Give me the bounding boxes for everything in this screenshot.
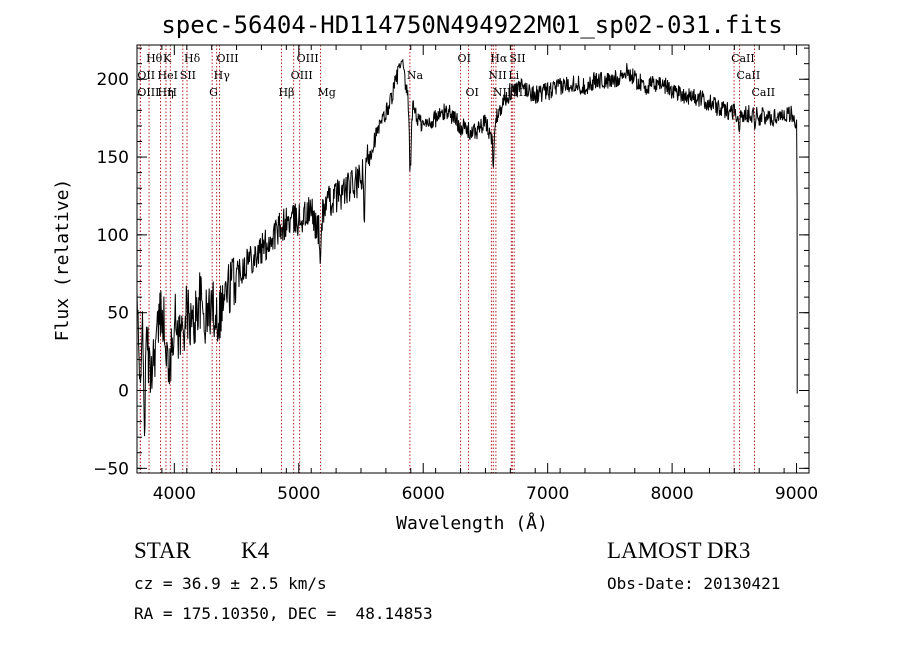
line-label-12: OIII	[297, 52, 319, 65]
survey-name: LAMOST DR3	[607, 538, 751, 563]
y-tick-label-0: 0	[118, 382, 129, 402]
line-label-26: CaII	[737, 69, 761, 82]
line-label-9: OIII	[217, 52, 239, 65]
line-label-7: SII	[180, 69, 196, 82]
line-label-17: OI	[458, 52, 471, 65]
line-label-10: Hγ	[214, 69, 231, 82]
line-label-20: NII	[488, 69, 506, 82]
y-tick-label-100: 100	[97, 226, 129, 246]
y-tick-label--50: −50	[93, 459, 129, 479]
line-label-1: OII	[137, 69, 155, 82]
line-label-21: NII	[493, 86, 511, 99]
line-label-23: Li	[508, 69, 519, 82]
line-label-15: Mg	[318, 86, 336, 99]
line-label-11: G	[209, 86, 218, 99]
object-type: STAR	[134, 538, 191, 563]
x-tick-label-6000: 6000	[402, 484, 445, 504]
line-label-0: Hθ	[146, 52, 163, 65]
line-label-4: K	[163, 52, 172, 65]
line-label-14: Hβ	[278, 86, 294, 99]
redshift-value: cz = 36.9 ± 2.5 km/s	[134, 574, 327, 593]
line-label-13: OIII	[291, 69, 313, 82]
y-tick-label-50: 50	[107, 304, 129, 324]
x-tick-label-5000: 5000	[277, 484, 320, 504]
coordinates: RA = 175.10350, DEC = 48.14853	[134, 604, 433, 623]
line-label-3: Hη	[158, 86, 174, 99]
line-label-2: OIII	[137, 86, 159, 99]
x-tick-label-7000: 7000	[526, 484, 569, 504]
plot-frame	[136, 44, 810, 474]
line-label-19: Hα	[490, 52, 508, 65]
y-tick-label-150: 150	[97, 148, 129, 168]
line-label-25: CaII	[731, 52, 755, 65]
x-axis-label: Wavelength (Å)	[396, 512, 548, 534]
line-label-22: SII	[509, 52, 525, 65]
observation-date: Obs-Date: 20130421	[607, 574, 781, 593]
y-axis-label: Flux (relative)	[52, 179, 73, 342]
x-tick-label-4000: 4000	[153, 484, 196, 504]
spectrum-line	[136, 58, 798, 437]
y-tick-label-200: 200	[97, 70, 129, 90]
y-axis: −50 0 50 100 150 200	[93, 47, 809, 479]
chart-title: spec-56404-HD114750N494922M01_sp02-031.f…	[161, 11, 782, 39]
x-tick-label-8000: 8000	[650, 484, 693, 504]
line-label-16: Na	[407, 69, 424, 82]
x-tick-label-9000: 9000	[775, 484, 818, 504]
line-label-18: OI	[466, 86, 479, 99]
line-label-27: CaII	[751, 86, 775, 99]
x-axis: 4000 5000 6000 7000 8000 9000	[136, 45, 818, 504]
line-label-6: HeI	[158, 69, 178, 82]
spectral-subclass: K4	[241, 538, 270, 563]
line-label-5: H	[167, 86, 177, 99]
line-label-8: Hδ	[184, 52, 201, 65]
